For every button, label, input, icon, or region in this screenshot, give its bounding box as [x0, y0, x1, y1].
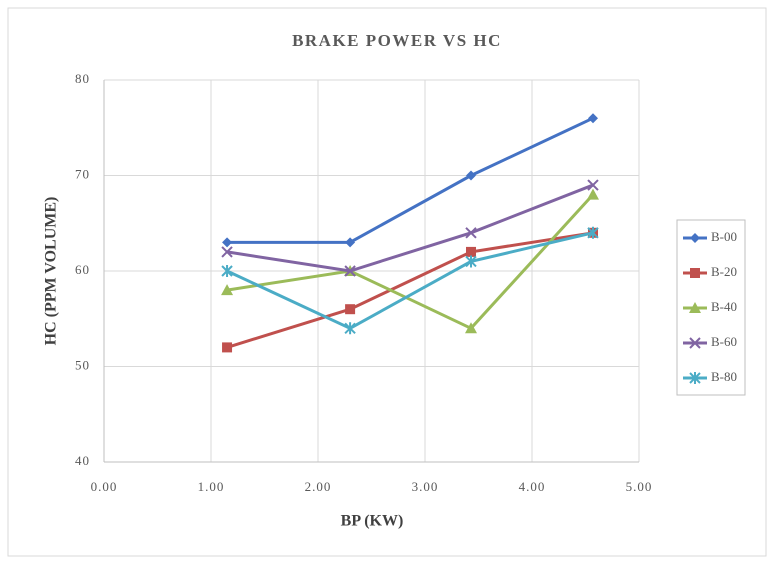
y-axis-title: HC (PPM VOLUME)	[43, 197, 60, 346]
marker	[466, 246, 477, 257]
y-tick-label: 40	[75, 453, 90, 468]
x-tick-label: 3.00	[412, 479, 439, 494]
legend: B-00 B-20 B-40 B-60 B-80	[676, 219, 746, 396]
legend-label: B-60	[711, 334, 737, 349]
marker	[689, 337, 701, 349]
marker	[465, 255, 477, 268]
marker	[221, 246, 233, 258]
marker	[466, 170, 477, 181]
y-tick-label: 50	[75, 357, 90, 372]
x-tick-label: 0.00	[91, 479, 118, 494]
plot	[221, 113, 599, 353]
series-line	[226, 231, 594, 349]
marker	[690, 268, 700, 278]
legend-label: B-00	[711, 229, 737, 244]
chart-title: BRAKE POWER VS HC	[292, 31, 502, 50]
legend-label: B-20	[711, 264, 737, 279]
marker	[689, 302, 701, 313]
marker	[465, 322, 478, 334]
legend-label: B-40	[711, 299, 737, 314]
marker	[465, 227, 477, 239]
marker	[344, 322, 356, 335]
x-axis-title: BP (KW)	[341, 513, 404, 530]
marker	[345, 304, 356, 315]
marker	[690, 233, 700, 243]
marker	[345, 237, 356, 248]
series-line	[226, 231, 594, 330]
marker	[222, 237, 233, 248]
y-tick-label: 80	[75, 71, 90, 86]
x-tick-label: 2.00	[305, 479, 332, 494]
marker	[221, 284, 234, 296]
marker	[221, 265, 233, 277]
x-tick-label: 1.00	[198, 479, 225, 494]
chart-border	[7, 7, 767, 557]
legend-label: B-80	[711, 369, 737, 384]
y-tick-label: 70	[75, 166, 90, 181]
grid: 40 50 60 70 80 0.00 1.00 2.00 3.00 4.00 5.00	[75, 71, 653, 494]
marker	[587, 226, 599, 239]
x-tick-label: 5.00	[626, 479, 653, 494]
y-tick-label: 60	[75, 262, 90, 277]
x-tick-label: 4.00	[519, 479, 546, 494]
marker	[587, 113, 598, 124]
marker	[587, 179, 599, 191]
series-line	[227, 116, 594, 244]
marker	[586, 188, 599, 200]
marker	[344, 265, 356, 277]
marker	[222, 342, 233, 353]
series-line	[226, 183, 594, 273]
marker	[689, 372, 701, 384]
series-line	[226, 193, 595, 331]
